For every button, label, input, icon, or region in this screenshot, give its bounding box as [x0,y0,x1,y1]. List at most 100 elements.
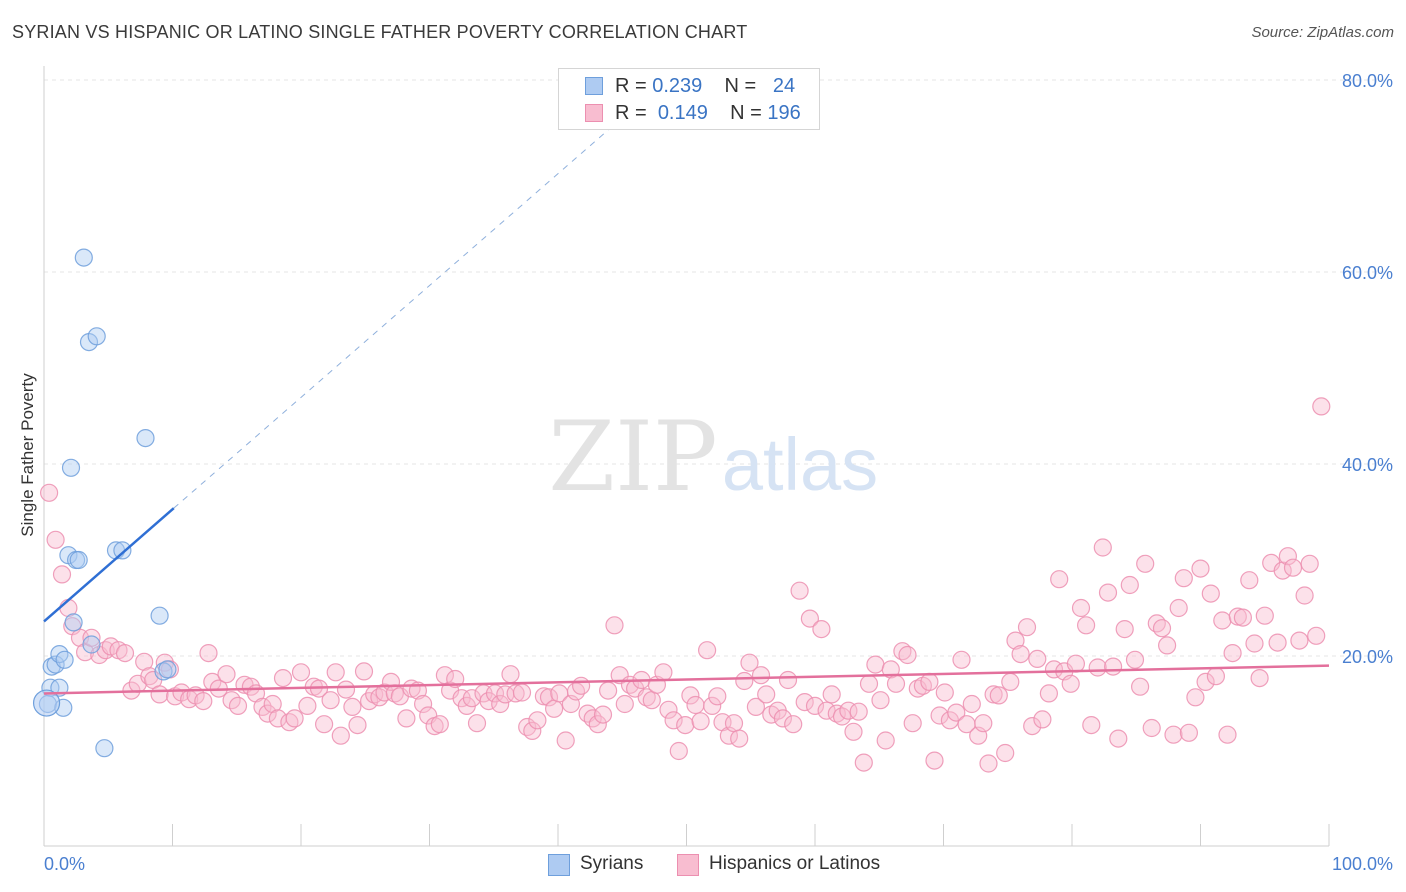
point-hispanic-201 [1157,636,1177,655]
trend-syrians [43,507,175,623]
point-hispanic-200 [1152,619,1172,638]
point-hispanic-169 [984,685,1003,704]
point-hispanic-151 [886,674,906,693]
point-hispanic-12 [115,643,135,663]
trend-syrians-extension [173,121,618,509]
point-hispanic-186 [1076,616,1096,635]
point-hispanic-224 [1283,558,1303,577]
point-hispanic-215 [1233,608,1253,627]
point-hispanic-197 [1136,554,1155,573]
point-syrian-3 [46,655,65,674]
point-hispanic-116 [697,641,717,660]
legend-swatch-syrians-bottom [548,854,570,876]
point-hispanic-149 [876,731,895,750]
point-hispanic-170 [989,686,1008,705]
point-hispanic-183 [1061,674,1080,693]
point-hispanic-192 [1109,729,1128,748]
point-hispanic-217 [1245,634,1264,653]
point-hispanic-198 [1142,718,1161,738]
point-hispanic-172 [1001,672,1020,692]
series-legend: Syrians Hispanics or Latinos [0,852,1406,878]
point-syrian-21 [150,606,169,625]
point-hispanic-193 [1115,619,1134,639]
trend-lines [43,121,1330,695]
point-hispanic-108 [654,663,673,682]
point-hispanic-205 [1179,723,1199,742]
point-hispanic-130 [773,709,793,728]
point-hispanic-143 [844,722,863,741]
point-hispanic-49 [331,726,350,745]
point-hispanic-114 [686,695,705,715]
point-hispanic-163 [952,650,971,669]
point-hispanic-196 [1130,677,1150,696]
point-hispanic-47 [321,691,340,710]
y-tick-label-20: 20.0% [1342,647,1393,667]
point-hispanic-126 [751,666,771,685]
point-hispanic-85 [528,711,547,730]
point-hispanic-136 [805,696,825,716]
point-hispanic-150 [881,660,900,679]
point-hispanic-2 [52,565,72,584]
point-hispanic-97 [593,705,613,724]
point-syrian-13 [74,248,93,267]
point-hispanic-37 [263,694,282,714]
point-hispanic-174 [1011,644,1030,664]
point-hispanic-175 [1017,618,1037,637]
y-axis-label: Single Father Poverty [18,373,37,537]
point-hispanic-80 [501,665,520,684]
point-hispanic-84 [523,721,542,741]
point-hispanic-167 [974,714,993,733]
point-hispanic-26 [199,643,218,663]
point-hispanic-113 [681,686,700,705]
point-hispanic-147 [866,655,885,674]
point-hispanic-111 [669,741,688,761]
point-hispanic-153 [898,645,917,665]
point-hispanic-158 [925,751,944,770]
point-syrian-16 [87,327,106,346]
point-hispanic-46 [315,715,334,734]
point-hispanic-78 [491,694,510,714]
point-hispanic-110 [664,711,683,730]
watermark-atlas: atlas [722,423,878,506]
point-hispanic-146 [859,674,879,693]
point-hispanic-135 [800,609,820,628]
point-syrian-15 [82,635,101,654]
point-hispanic-207 [1191,559,1210,578]
point-syrian-20 [136,429,155,448]
point-hispanic-206 [1186,688,1205,707]
data-points [32,248,1331,773]
point-hispanic-99 [605,616,624,635]
point-hispanic-51 [343,697,362,717]
point-hispanic-115 [691,712,710,731]
point-hispanic-216 [1240,571,1259,590]
point-syrian-19 [113,541,132,560]
point-hispanic-137 [812,619,831,639]
point-syrian-10 [64,613,83,632]
point-hispanic-140 [827,704,846,723]
point-hispanic-118 [708,687,727,706]
point-syrian-12 [69,550,88,570]
point-hispanic-93 [571,676,591,695]
point-hispanic-48 [326,663,345,682]
point-hispanic-96 [588,715,607,734]
point-syrian-cluster [32,689,61,717]
point-hispanic-87 [539,688,559,707]
point-hispanic-132 [784,715,803,734]
point-hispanic-204 [1174,569,1193,588]
point-hispanic-218 [1250,668,1269,688]
point-hispanic-36 [258,704,277,723]
point-hispanic-122 [730,729,749,748]
point-hispanic-81 [506,684,525,703]
point-hispanic-185 [1071,598,1091,618]
point-hispanic-133 [790,581,809,600]
point-hispanic-15 [135,652,154,671]
point-hispanic-176 [1023,716,1042,736]
point-hispanic-194 [1120,575,1139,595]
x-tick-label-min: 0.0% [44,854,85,874]
point-hispanic-145 [854,753,873,772]
point-hispanic-52 [348,715,367,735]
point-hispanic-53 [354,662,374,681]
point-hispanic-90 [556,731,575,750]
point-hispanic-189 [1093,538,1112,557]
